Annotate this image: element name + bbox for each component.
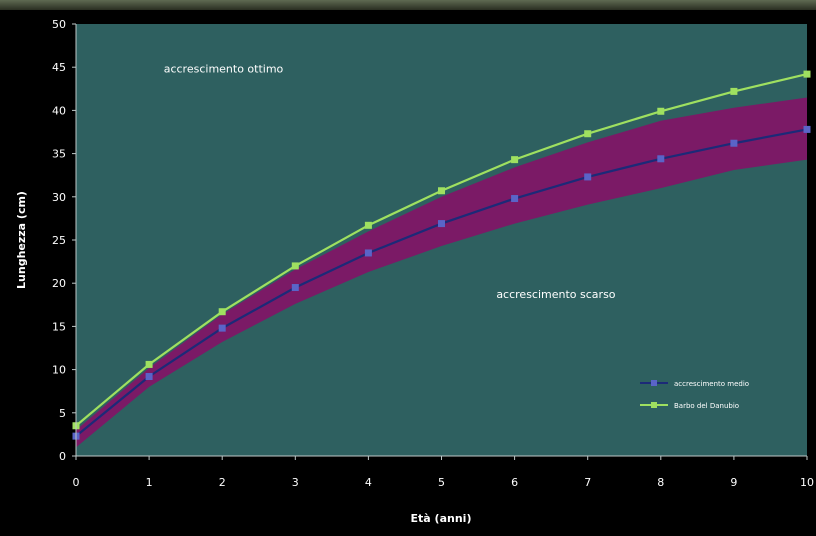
top-strip: [0, 0, 816, 10]
y-tick-label: 25: [52, 234, 66, 247]
data-point-barbo: [730, 87, 738, 95]
legend-marker: [651, 380, 657, 386]
x-tick-label: 3: [292, 476, 299, 489]
y-tick-label: 40: [52, 104, 66, 117]
data-point-media: [657, 155, 665, 163]
range-band: [76, 97, 807, 448]
legend-label: accrescimento medio: [674, 380, 749, 388]
y-tick-label: 30: [52, 191, 66, 204]
annotation-ottimo: accrescimento ottimo: [164, 62, 284, 75]
legend-marker: [651, 402, 657, 408]
x-tick-label: 0: [73, 476, 80, 489]
y-tick-label: 0: [59, 450, 66, 463]
data-point-barbo: [218, 308, 226, 316]
y-tick-label: 35: [52, 148, 66, 161]
x-tick-label: 1: [146, 476, 153, 489]
data-point-media: [511, 195, 519, 203]
x-tick-label: 4: [365, 476, 372, 489]
data-point-barbo: [584, 130, 592, 138]
data-point-media: [730, 139, 738, 147]
y-tick-label: 15: [52, 320, 66, 333]
y-tick-label: 50: [52, 18, 66, 31]
data-point-media: [145, 373, 153, 381]
data-point-media: [364, 249, 372, 257]
y-tick-label: 45: [52, 61, 66, 74]
data-point-media: [291, 284, 299, 292]
x-tick-label: 8: [657, 476, 664, 489]
x-tick-label: 6: [511, 476, 518, 489]
data-point-barbo: [803, 70, 811, 78]
x-tick-label: 2: [219, 476, 226, 489]
y-tick-label: 10: [52, 364, 66, 377]
legend: accrescimento medio Barbo del Danubio: [640, 380, 749, 410]
data-point-barbo: [657, 107, 665, 115]
data-point-barbo: [438, 187, 445, 195]
y-tick-label: 20: [52, 277, 66, 290]
data-point-media: [584, 173, 592, 181]
x-tick-label: 7: [584, 476, 591, 489]
x-tick-label: 9: [730, 476, 737, 489]
data-point-barbo: [145, 360, 153, 368]
data-point-media: [438, 220, 445, 228]
data-point-barbo: [511, 156, 519, 164]
data-point-media: [218, 324, 226, 332]
data-point-media: [803, 125, 811, 133]
legend-label: Barbo del Danubio: [674, 402, 739, 410]
y-axis-label: Lunghezza (cm): [15, 191, 28, 289]
annotation-scarso: accrescimento scarso: [496, 288, 615, 301]
data-point-barbo: [364, 221, 372, 229]
x-tick-label: 10: [800, 476, 814, 489]
y-tick-label: 5: [59, 407, 66, 420]
x-axis-label: Età (anni): [411, 512, 472, 525]
x-tick-label: 5: [438, 476, 445, 489]
data-point-barbo: [291, 262, 299, 270]
